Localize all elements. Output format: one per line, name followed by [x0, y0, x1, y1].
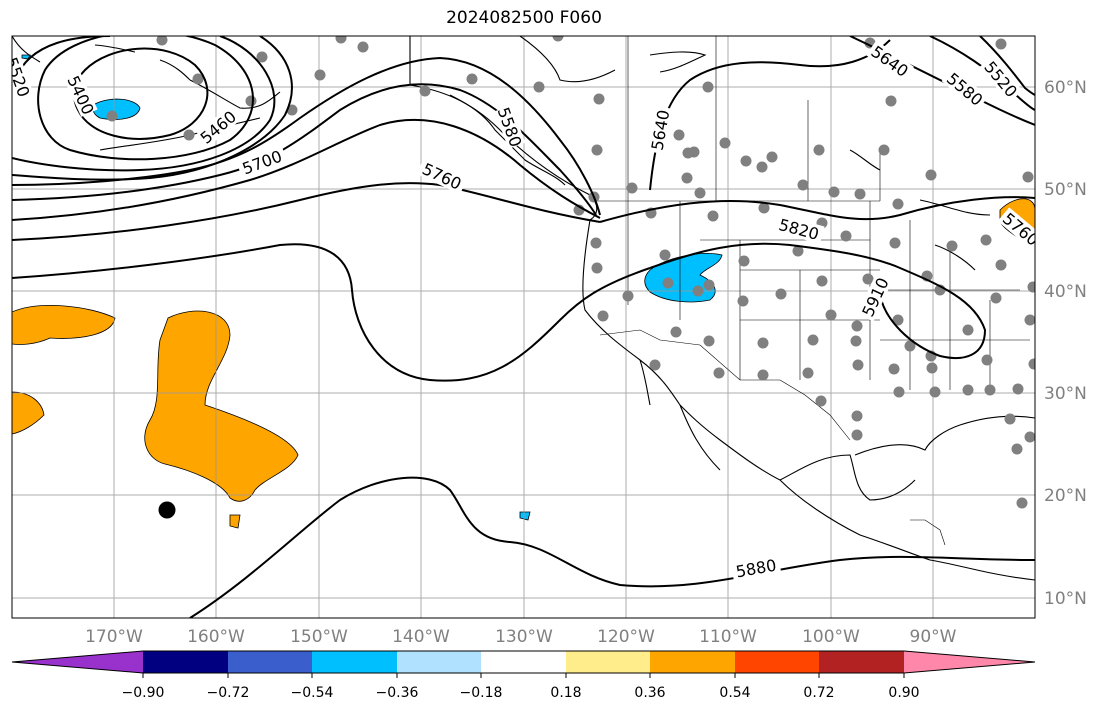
positive-anomaly-region: [144, 310, 299, 502]
contour-5520-top: [979, 36, 1035, 96]
station-markers: [106, 36, 1035, 509]
lon-label: 150°W: [290, 627, 348, 647]
colorbar-ticks: [142, 673, 905, 678]
lon-label: 120°W: [597, 627, 655, 647]
lon-label: 140°W: [392, 627, 450, 647]
colorbar-segment: [228, 651, 312, 673]
positive-anomaly-region: [12, 305, 116, 345]
colorbar-extend-low: [12, 651, 143, 673]
colorbar-tick-label: −0.54: [291, 685, 334, 701]
colorbar-segment: [481, 651, 566, 673]
anomaly-shading: [12, 54, 1035, 529]
lat-label: 30°N: [1044, 384, 1087, 404]
contour-5880-east: [649, 242, 987, 360]
colorbar-segment: [312, 651, 397, 673]
contour-5640: [12, 56, 601, 216]
lon-label: 160°W: [187, 627, 245, 647]
positive-anomaly-region: [12, 391, 45, 435]
colorbar-tick-label: 0.18: [550, 685, 581, 701]
longitude-labels: 170°W 160°W 150°W 140°W 130°W 120°W 110°…: [85, 627, 957, 647]
colorbar-segment: [566, 651, 650, 673]
latitude-labels: 60°N 50°N 40°N 30°N 20°N 10°N: [1044, 78, 1087, 609]
colorbar-tick-label: −0.36: [376, 685, 419, 701]
colorbar: −0.90 −0.72 −0.54 −0.36 −0.18 0.18 0.36 …: [11, 650, 1036, 701]
colorbar-segment: [735, 651, 819, 673]
positive-anomaly-region: [229, 514, 241, 529]
contour-5700: [12, 83, 597, 216]
colorbar-extend-high: [904, 651, 1035, 673]
contour-5820: [12, 182, 601, 241]
colorbar-tick-label: 0.90: [888, 685, 919, 701]
colorbar-segment: [819, 651, 904, 673]
lat-label: 60°N: [1044, 78, 1087, 98]
lon-label: 130°W: [495, 627, 553, 647]
contour-5880-north: [12, 243, 651, 382]
lon-label: 110°W: [699, 627, 757, 647]
negative-anomaly-region: [519, 511, 531, 521]
lon-label: 170°W: [85, 627, 143, 647]
contour-5760: [12, 118, 601, 221]
colorbar-segment: [650, 651, 735, 673]
contour-5460: [37, 36, 254, 161]
lat-label: 50°N: [1044, 180, 1087, 200]
lat-label: 40°N: [1044, 282, 1087, 302]
colorbar-tick-label: 0.36: [634, 685, 665, 701]
colorbar-tick-label: −0.90: [122, 685, 165, 701]
map-border: [11, 35, 1036, 619]
colorbar-tick-label: 0.54: [719, 685, 750, 701]
contour-5880-south: [189, 476, 1035, 618]
colorbar-tick-label: 0.72: [803, 685, 834, 701]
lat-label: 20°N: [1044, 486, 1087, 506]
lat-label: 10°N: [1044, 589, 1087, 609]
lon-label: 90°W: [910, 627, 957, 647]
colorbar-segment: [143, 651, 228, 673]
highlighted-station-marker: [158, 501, 176, 519]
contour-5820-east: [599, 196, 1035, 223]
colorbar-tick-label: −0.72: [207, 685, 250, 701]
map-title: 2024082500 F060: [446, 8, 602, 28]
lon-label: 100°W: [802, 627, 860, 647]
colorbar-segment: [397, 651, 481, 673]
colorbar-tick-label: −0.18: [460, 685, 503, 701]
